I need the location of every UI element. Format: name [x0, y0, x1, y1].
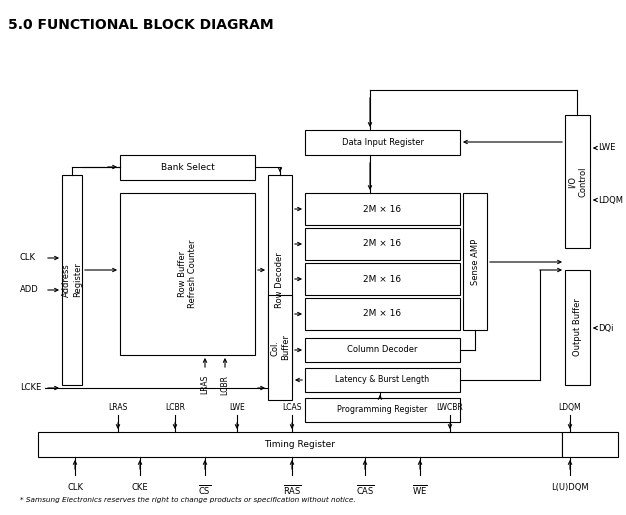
Text: CLK: CLK [67, 483, 83, 492]
Text: CKE: CKE [131, 483, 148, 492]
Bar [562, 432, 618, 457]
Bar [305, 263, 460, 295]
Bar [62, 175, 82, 385]
Text: $\overline{\rm{CAS}}$: $\overline{\rm{CAS}}$ [356, 483, 374, 497]
Text: ADD: ADD [20, 285, 39, 295]
Text: LWE: LWE [598, 144, 615, 152]
Text: $\overline{\rm{CS}}$: $\overline{\rm{CS}}$ [198, 483, 212, 497]
Text: Bank Select: Bank Select [161, 163, 214, 172]
Bar [305, 338, 460, 362]
Text: Timing Register: Timing Register [265, 440, 336, 449]
Bar [120, 155, 255, 180]
Bar [305, 368, 460, 392]
Bar [305, 193, 460, 225]
Text: LWCBR: LWCBR [436, 403, 463, 412]
Text: Sense AMP: Sense AMP [471, 238, 480, 285]
Text: Latency & Burst Length: Latency & Burst Length [336, 375, 429, 385]
Text: LCAS: LCAS [282, 403, 302, 412]
Text: LRAS: LRAS [108, 403, 128, 412]
Text: Output Buffer: Output Buffer [573, 299, 582, 356]
Text: LCKE: LCKE [20, 384, 41, 392]
Bar [305, 298, 460, 330]
Bar [305, 398, 460, 422]
Bar [565, 115, 590, 248]
Text: LRAS: LRAS [200, 375, 210, 394]
Text: Data Input Register: Data Input Register [342, 138, 424, 147]
Text: 2M × 16: 2M × 16 [364, 274, 401, 283]
Bar [565, 270, 590, 385]
Text: Row Decoder: Row Decoder [275, 252, 284, 308]
Text: L(U)DQM: L(U)DQM [551, 483, 589, 492]
Text: LCBR: LCBR [165, 403, 185, 412]
Text: Row Buffer
Refresh Counter: Row Buffer Refresh Counter [178, 240, 197, 308]
Text: 2M × 16: 2M × 16 [364, 204, 401, 214]
Text: LWE: LWE [229, 403, 245, 412]
Bar [268, 295, 292, 400]
Text: $\overline{\rm{WE}}$: $\overline{\rm{WE}}$ [412, 483, 428, 497]
Text: LDQM: LDQM [598, 196, 623, 204]
Bar [120, 193, 255, 355]
Text: 5.0 FUNCTIONAL BLOCK DIAGRAM: 5.0 FUNCTIONAL BLOCK DIAGRAM [8, 18, 274, 32]
Text: Programming Register: Programming Register [337, 405, 428, 415]
Text: * Samsung Electronics reserves the right to change products or specification wit: * Samsung Electronics reserves the right… [20, 497, 356, 503]
Text: CLK: CLK [20, 253, 36, 263]
Bar [305, 228, 460, 260]
Text: Col.
Buffer: Col. Buffer [270, 335, 290, 360]
Bar [268, 175, 292, 385]
Text: Address
Register: Address Register [63, 263, 82, 298]
Text: LCBR: LCBR [220, 375, 230, 395]
Text: 2M × 16: 2M × 16 [364, 310, 401, 318]
Bar [38, 432, 562, 457]
Text: LDQM: LDQM [558, 403, 582, 412]
Text: $\overline{\rm{RAS}}$: $\overline{\rm{RAS}}$ [282, 483, 302, 497]
Text: 2M × 16: 2M × 16 [364, 239, 401, 249]
Text: DQi: DQi [598, 323, 613, 333]
Bar [463, 193, 487, 330]
Text: I/O
Control: I/O Control [568, 166, 587, 197]
Bar [305, 130, 460, 155]
Text: Column Decoder: Column Decoder [347, 346, 418, 354]
